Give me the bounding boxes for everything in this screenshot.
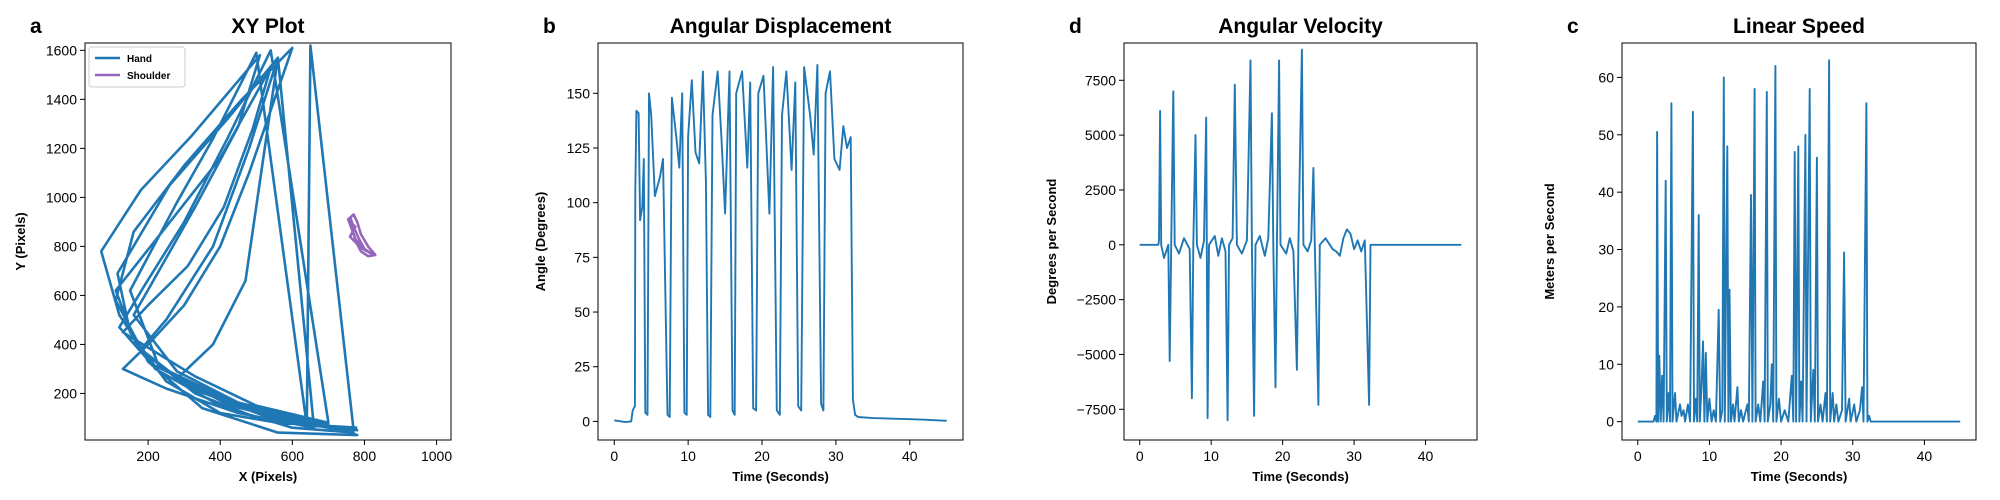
axes-frame [84,42,452,441]
series-line-data [1139,48,1462,422]
y-tick-label: 1400 [46,91,77,107]
chart-panel-b: 0 10 20 30 40 0 25 50 75 100 125 150 Angular Displac… [533,15,964,484]
y-tick-label: −5000 [1077,346,1117,362]
legend-entry-shoulder: Shoulder [127,71,170,82]
y-tick-label: 50 [1598,127,1614,143]
panel-letter: d [1069,15,1082,38]
y-tick-label: 200 [54,385,78,401]
y-tick-label: 25 [574,359,590,375]
y-tick-label: 5000 [1085,127,1116,143]
x-tick-label: 10 [1203,448,1219,464]
y-tick-label: 0 [1108,237,1116,253]
x-tick-label: 40 [1917,448,1933,464]
y-tick-label: 40 [1598,184,1614,200]
y-axis-label: Degrees per Second [1044,179,1059,305]
y-tick-label: 75 [574,249,590,265]
x-tick-label: 200 [136,448,160,464]
x-tick-label: 0 [1634,448,1642,464]
panel-letter: a [30,15,42,38]
x-tick-label: 800 [353,448,377,464]
chart-title: Linear Speed [1733,15,1865,38]
x-axis-label: Time (Seconds) [732,469,829,484]
y-axis-label: Meters per Second [1542,183,1557,299]
panel-letter: b [543,15,556,38]
x-tick-label: 30 [1845,448,1861,464]
x-tick-label: 10 [1702,448,1718,464]
chart-title: Angular Velocity [1218,15,1383,38]
y-tick-label: 400 [54,336,78,352]
y-tick-label: 600 [54,287,78,303]
y-tick-label: 1200 [46,140,77,156]
y-axis-label: Y (Pixels) [13,212,28,270]
axes-frame [1123,42,1478,441]
series-line-data [614,63,947,424]
x-tick-label: 600 [281,448,305,464]
y-tick-label: 1000 [46,189,77,205]
y-axis-label: Angle (Degrees) [533,192,548,292]
x-tick-label: 20 [1773,448,1789,464]
y-tick-label: −2500 [1077,292,1117,308]
x-axis-label: Time (Seconds) [1751,469,1848,484]
y-tick-label: −7500 [1077,401,1117,417]
chart-title: XY Plot [231,15,304,38]
y-tick-label: 1600 [46,42,77,58]
y-tick-label: 2500 [1085,182,1116,198]
x-tick-label: 10 [680,448,696,464]
chart-panel-a: 200 400 600 800 1000 200 400 600 800 1000 1200 1400… [13,15,452,484]
x-axis-label: Time (Seconds) [1252,469,1349,484]
series-line-data [1637,59,1961,423]
x-tick-label: 1000 [421,448,452,464]
x-tick-label: 30 [1346,448,1362,464]
x-tick-label: 30 [828,448,844,464]
series-line-shoulder [346,213,377,258]
series-line-hand [99,44,359,437]
y-tick-label: 20 [1598,299,1614,315]
legend: Hand Shoulder [88,46,186,88]
x-axis-label: X (Pixels) [239,469,298,484]
x-tick-label: 20 [754,448,770,464]
x-tick-label: 0 [610,448,618,464]
x-tick-label: 40 [1418,448,1434,464]
chart-title: Angular Displacement [670,15,892,38]
y-tick-label: 50 [574,304,590,320]
y-tick-label: 0 [1606,414,1614,430]
chart-panel-c: 0 10 20 30 40 0 10 20 30 40 50 60 Linear Speed c Time … [1542,15,1977,484]
y-tick-label: 100 [567,195,591,211]
y-tick-label: 60 [1598,69,1614,85]
x-tick-label: 20 [1275,448,1291,464]
axes-frame [1621,42,1977,441]
y-tick-label: 7500 [1085,72,1116,88]
y-tick-label: 10 [1598,356,1614,372]
y-tick-label: 125 [567,140,591,156]
y-tick-label: 150 [567,85,591,101]
panel-letter: c [1567,15,1579,38]
chart-panel-d: 0 10 20 30 40 −7500 −5000 −2500 0 2500 5000 7500 Ang… [1044,15,1478,484]
y-tick-label: 0 [582,413,590,429]
x-tick-label: 40 [902,448,918,464]
x-tick-label: 400 [209,448,233,464]
y-tick-label: 800 [54,238,78,254]
axes-frame [597,42,964,441]
y-tick-label: 30 [1598,242,1614,258]
x-tick-label: 0 [1136,448,1144,464]
legend-entry-hand: Hand [127,54,152,65]
